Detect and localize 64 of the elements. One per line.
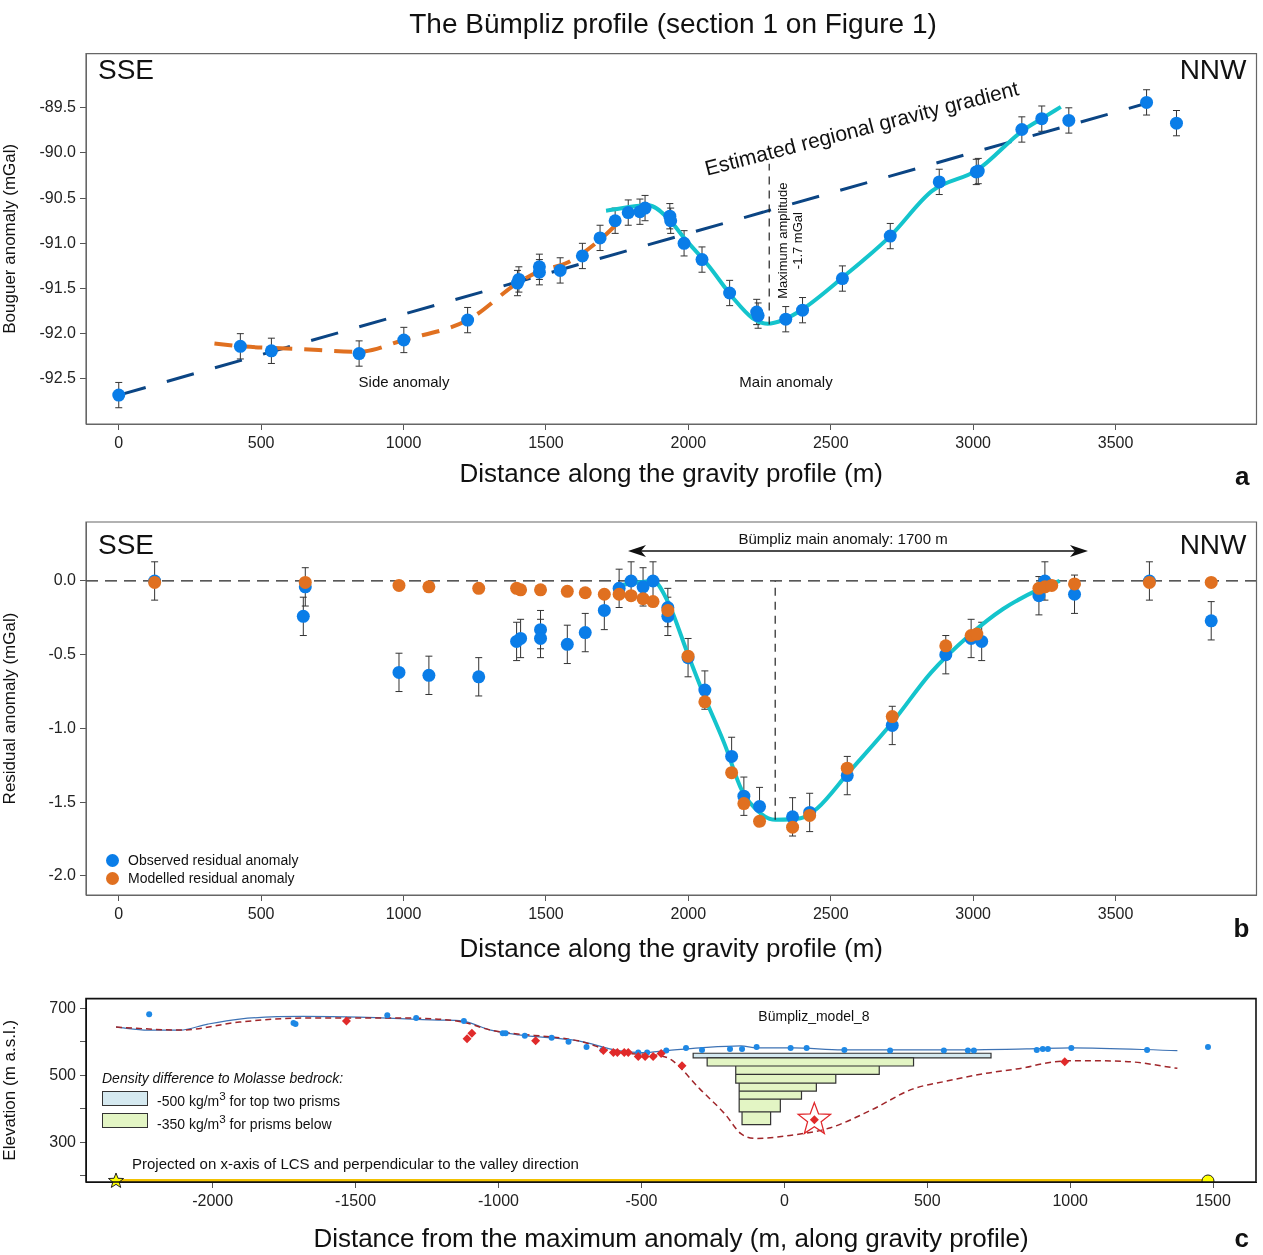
legend-label: Observed residual anomaly (128, 851, 299, 869)
y-tick-label: 500 (49, 1065, 77, 1083)
x-tick-label: -500 (625, 1192, 658, 1210)
x-tick-label: 500 (913, 1192, 941, 1210)
y-tick-label: -90.5 (39, 188, 77, 206)
x-tick-label: 1000 (1052, 1192, 1089, 1210)
x-axis-title: Distance from the maximum anomaly (m, along gravity profile) (313, 1222, 1029, 1253)
chart-title: The Bümpliz profile (section 1 on Figure 1) (408, 8, 938, 40)
x-tick-label: 3000 (955, 905, 992, 923)
annotation: NNW (1179, 54, 1248, 86)
annotation: Bümpliz main anomaly: 1700 m (738, 530, 948, 548)
y-tick-label: 0.0 (53, 571, 77, 589)
y-tick-label: -92.5 (39, 369, 77, 387)
annotation: Main anomaly (739, 372, 834, 390)
y-tick-label: -89.5 (39, 98, 77, 116)
annotation: Side anomaly (358, 372, 450, 390)
x-tick-label: 2000 (670, 905, 707, 923)
text: c (1234, 1223, 1249, 1254)
x-tick-label: 3000 (955, 434, 992, 452)
x-tick-label: 500 (247, 905, 275, 923)
y-tick-label: -1.0 (48, 718, 77, 736)
x-tick-label: 2500 (812, 905, 849, 923)
legend-label: Modelled residual anomaly (128, 869, 295, 887)
text: b (1233, 913, 1250, 944)
annotation: Maximum amplitude -1.7 mGal (775, 182, 806, 299)
y-tick-label: 300 (49, 1132, 77, 1150)
x-tick-label: -1000 (478, 1192, 520, 1210)
y-axis-title: Residual anomaly (mGal) (0, 612, 19, 805)
x-tick-label: 1500 (528, 434, 564, 452)
x-tick-label: -2000 (192, 1192, 234, 1210)
y-tick-label: -92.0 (39, 324, 77, 342)
y-tick-label: -0.5 (48, 645, 77, 663)
y-tick-label: -91.0 (39, 233, 77, 251)
annotation: Projected on x-axis of LCS and perpendicular to the valley direction (132, 1155, 579, 1173)
legend-label: -500 kg/m$^{3}$ for top two prisms (157, 1088, 341, 1110)
annotation: Bümpliz_model_8 (758, 1008, 870, 1025)
x-tick-label: 0 (114, 905, 124, 923)
text: a (1235, 461, 1251, 492)
y-axis-title: Elevation (m a.s.l.) (0, 1019, 19, 1161)
x-tick-label: 1500 (1195, 1192, 1232, 1210)
x-tick-label: 0 (114, 434, 124, 452)
x-tick-label: 3500 (1097, 905, 1134, 923)
legend-label: -350 kg/m$^{3}$ for prisms below (157, 1110, 332, 1133)
x-tick-label: 1000 (385, 434, 422, 452)
annotation: SSE (98, 528, 155, 560)
y-tick-label: -91.5 (39, 278, 77, 296)
y-tick-label: -90.0 (39, 143, 77, 161)
y-tick-label: 700 (49, 998, 77, 1016)
legend-title: Density difference to Molasse bedrock: (102, 1069, 344, 1087)
x-axis-title: Distance along the gravity profile (m) (459, 932, 883, 963)
annotation: NNW (1179, 528, 1248, 560)
x-tick-label: 1000 (385, 905, 422, 923)
annotation: SSE (98, 54, 155, 86)
x-tick-label: 2500 (812, 434, 849, 452)
x-tick-label: 0 (779, 1192, 789, 1210)
y-tick-label: -1.5 (48, 792, 77, 810)
x-tick-label: 1500 (528, 905, 564, 923)
x-tick-label: 3500 (1097, 434, 1134, 452)
y-tick-label: -2.0 (48, 866, 77, 884)
x-tick-label: -1500 (335, 1192, 377, 1210)
y-axis-title: Bouguer anomaly (mGal) (0, 143, 19, 334)
x-tick-label: 2000 (670, 434, 707, 452)
x-axis-title: Distance along the gravity profile (m) (459, 457, 883, 488)
x-tick-label: 500 (247, 434, 275, 452)
